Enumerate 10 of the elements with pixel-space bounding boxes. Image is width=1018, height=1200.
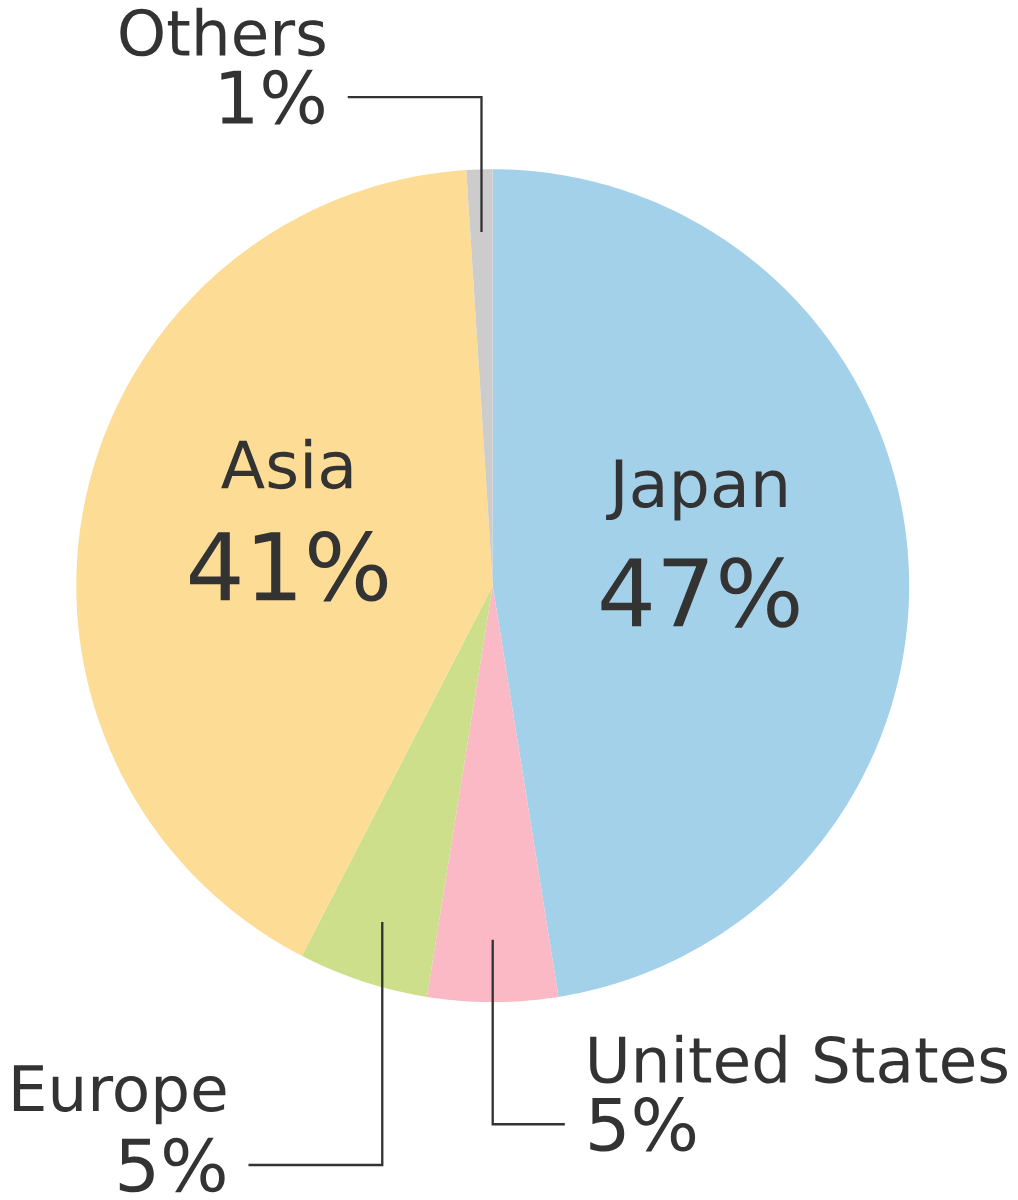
data-label: 1% [221, 69, 324, 125]
slice-label: Asia [221, 438, 352, 490]
data-label: 47% [601, 557, 799, 628]
slice-label: Europe [14, 1065, 226, 1125]
data-label: 41% [190, 531, 388, 602]
slice-label: Japan [606, 459, 786, 521]
data-label: 5% [119, 1137, 225, 1193]
slice-label: Others [120, 7, 325, 57]
slice-label: United States [590, 1034, 1008, 1084]
data-label: 5% [590, 1096, 696, 1152]
